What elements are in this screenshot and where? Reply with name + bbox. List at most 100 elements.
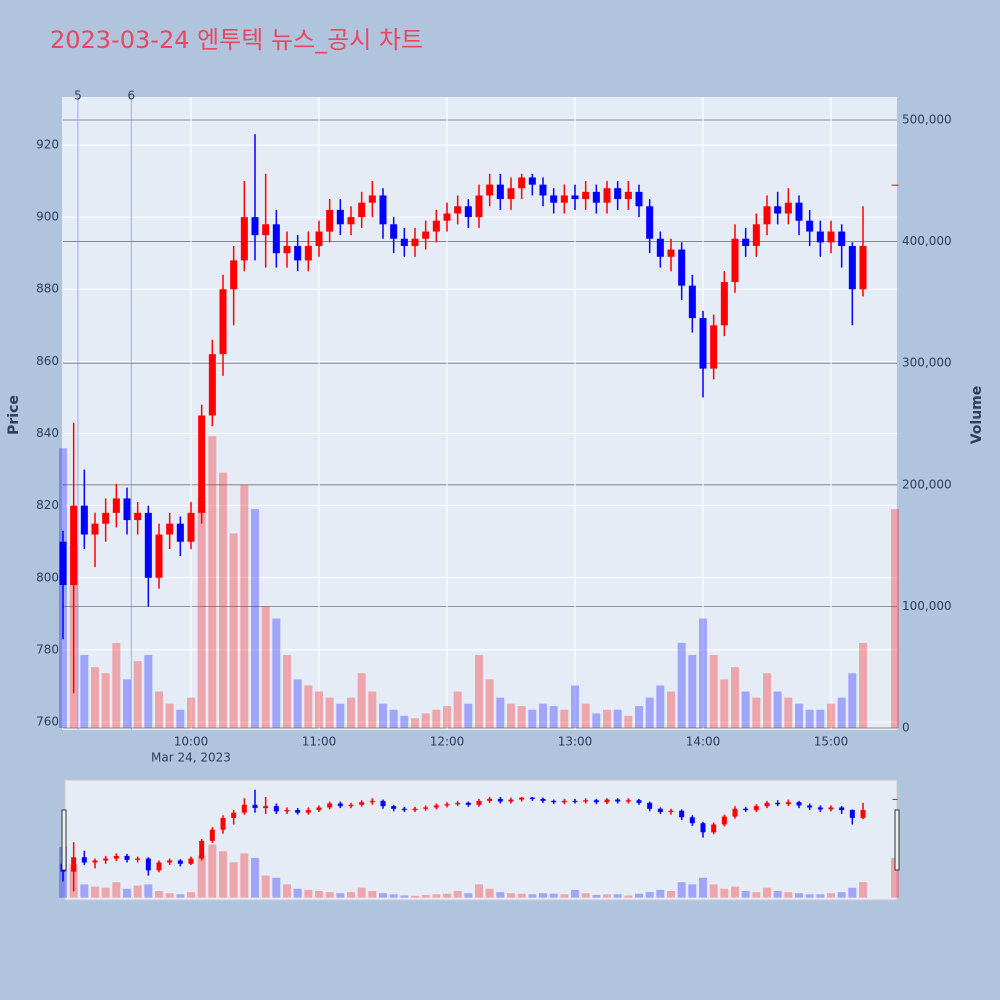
slider-candle-body	[337, 803, 343, 807]
volume-bar	[603, 709, 611, 728]
slider-candle-body	[284, 810, 290, 812]
volume-bar	[176, 709, 185, 728]
slider-volume-bar	[795, 893, 803, 898]
slider-candle-body	[625, 800, 631, 802]
slider-volume-bar	[827, 893, 835, 898]
slider-candle-body	[327, 803, 333, 808]
candle-body	[784, 202, 792, 214]
volume-bar	[251, 509, 259, 728]
slider-volume-bar	[709, 884, 718, 898]
slider-volume-bar	[528, 894, 537, 898]
volume-bar	[720, 679, 729, 728]
volume-bar	[752, 697, 761, 728]
slider-candle-body	[657, 808, 663, 813]
volume-bar	[304, 685, 313, 728]
slider-candle-body	[860, 810, 866, 818]
slider-volume-bar	[112, 882, 121, 898]
slider-volume-bar	[389, 894, 398, 898]
slider-candle-body	[721, 816, 727, 825]
slider-volume-bar	[315, 891, 323, 898]
slider-volume-bar	[475, 884, 483, 898]
candle-body	[475, 195, 483, 218]
candle-body	[624, 191, 632, 200]
slider-volume-bar	[219, 851, 227, 898]
slider-volume-bar	[613, 894, 622, 898]
slider-volume-bar	[635, 893, 643, 898]
candle-body	[646, 206, 654, 239]
volume-bar	[795, 703, 803, 728]
slider-volume-bar	[763, 887, 771, 898]
volume-bar	[272, 618, 281, 728]
candle-body	[720, 282, 728, 326]
news-label: 6	[127, 89, 135, 103]
slider-candle-body	[81, 857, 87, 863]
volume-bar	[112, 642, 121, 728]
volume-bar	[837, 697, 846, 728]
candle-body	[816, 231, 824, 243]
slider-volume-bar	[208, 844, 217, 898]
candle-body	[123, 498, 131, 521]
candle-body	[198, 415, 206, 513]
slider-volume-bar	[368, 891, 377, 898]
slider-candle-body	[775, 802, 781, 805]
slider-candle-body	[220, 817, 226, 830]
slider-candle-body	[583, 800, 589, 802]
slider-volume-bar	[539, 893, 547, 898]
slider-volume-bar	[784, 892, 793, 898]
slider-candle-body	[135, 858, 141, 860]
candle-body	[539, 184, 547, 196]
range-slider[interactable]	[64, 779, 898, 901]
volume-bar	[773, 691, 782, 728]
volume-bar	[219, 472, 227, 728]
slider-volume-bar	[624, 895, 633, 898]
slider-handle[interactable]	[61, 809, 67, 871]
slider-volume-bar	[677, 882, 686, 898]
slider-candle-body	[444, 804, 450, 806]
candle-body	[496, 184, 504, 200]
candle-body	[91, 523, 99, 535]
volume-bar	[464, 703, 473, 728]
slider-candle-body	[679, 810, 685, 818]
volume-bar	[763, 673, 771, 728]
volume-bar	[336, 703, 345, 728]
slider-volume-bar	[731, 886, 739, 898]
volume-bar	[283, 655, 291, 728]
candle-body	[262, 224, 270, 236]
slider-volume-bar	[379, 893, 387, 898]
volume-bar	[624, 715, 633, 728]
slider-volume-bar	[144, 884, 153, 898]
volume-bar	[101, 673, 110, 728]
slider-volume-bar	[603, 894, 611, 898]
y2-tick-label: 200,000	[902, 477, 952, 491]
y-tick-label: 860	[36, 354, 59, 368]
slider-candle-body	[369, 800, 375, 803]
candle-body	[774, 206, 782, 214]
slider-candle-body	[892, 798, 898, 800]
volume-bar	[91, 667, 99, 728]
slider-volume-bar	[443, 893, 451, 898]
slider-volume-bar	[699, 877, 707, 898]
candle-body	[752, 224, 760, 246]
slider-candle-body	[593, 800, 599, 803]
slider-volume-bar	[155, 891, 163, 898]
slider-volume-bar	[325, 892, 334, 898]
slider-handle[interactable]	[894, 809, 900, 871]
candle-body	[710, 325, 718, 369]
candle-body	[358, 202, 366, 218]
volume-bar	[560, 709, 569, 728]
slider-candle-body	[796, 802, 802, 806]
candle-body	[155, 534, 163, 578]
slider-volume-bar	[261, 875, 270, 898]
slider-volume-bar	[453, 891, 462, 898]
volume-bar	[315, 691, 323, 728]
candle-body	[102, 512, 110, 524]
volume-bar	[517, 706, 526, 728]
candle-body	[827, 231, 835, 243]
volume-bar	[528, 709, 537, 728]
slider-volume-bar	[485, 888, 494, 898]
candle-body	[688, 285, 696, 319]
slider-candle-body	[103, 858, 109, 861]
x-date-label: Mar 24, 2023	[151, 751, 231, 765]
